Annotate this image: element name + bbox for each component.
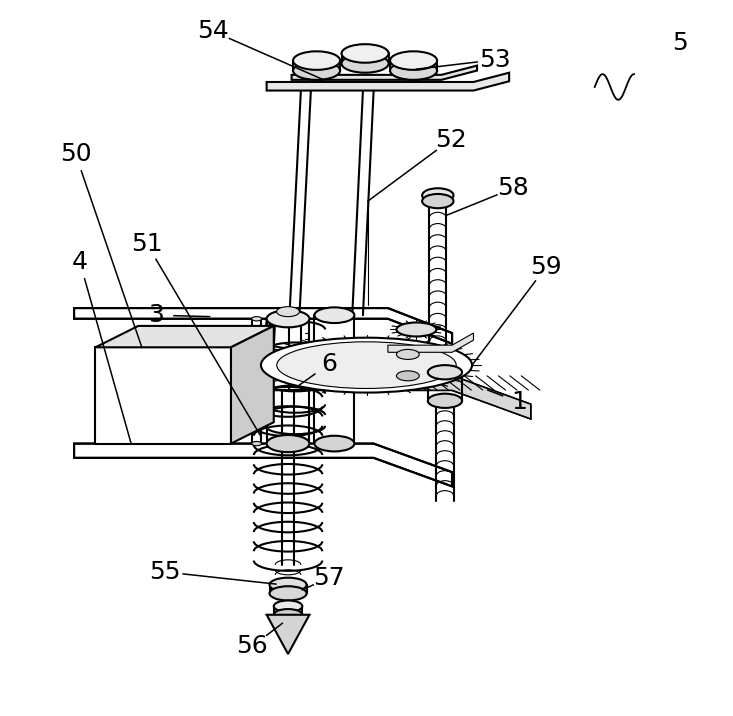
Ellipse shape <box>314 436 354 451</box>
Ellipse shape <box>276 306 300 316</box>
Ellipse shape <box>397 322 436 337</box>
Ellipse shape <box>390 52 437 70</box>
Text: 55: 55 <box>150 560 181 584</box>
Text: 54: 54 <box>197 19 229 44</box>
Polygon shape <box>267 615 309 654</box>
Polygon shape <box>95 347 231 444</box>
Text: 4: 4 <box>72 250 88 274</box>
Text: 53: 53 <box>479 48 511 72</box>
Polygon shape <box>388 333 474 352</box>
Ellipse shape <box>422 188 454 203</box>
Ellipse shape <box>428 394 462 408</box>
Text: 5: 5 <box>672 31 688 54</box>
Text: 1: 1 <box>511 390 527 415</box>
Polygon shape <box>74 308 452 344</box>
Polygon shape <box>74 444 452 486</box>
Text: 3: 3 <box>148 303 164 327</box>
Ellipse shape <box>274 609 302 621</box>
Text: 51: 51 <box>131 232 163 256</box>
Polygon shape <box>231 326 274 444</box>
Ellipse shape <box>270 578 306 592</box>
Ellipse shape <box>267 310 309 327</box>
Ellipse shape <box>270 586 306 601</box>
Ellipse shape <box>251 442 262 446</box>
Text: 6: 6 <box>321 352 337 376</box>
Text: 58: 58 <box>498 176 529 200</box>
Ellipse shape <box>342 54 388 73</box>
Ellipse shape <box>261 338 472 392</box>
Ellipse shape <box>390 62 437 80</box>
Text: 59: 59 <box>531 255 562 279</box>
Polygon shape <box>95 326 274 347</box>
Ellipse shape <box>274 601 302 612</box>
Ellipse shape <box>293 62 340 80</box>
Ellipse shape <box>251 316 262 321</box>
Ellipse shape <box>342 44 388 63</box>
Polygon shape <box>380 376 531 419</box>
Polygon shape <box>292 66 477 80</box>
Ellipse shape <box>428 365 462 379</box>
Ellipse shape <box>397 349 419 359</box>
Text: 57: 57 <box>314 566 345 590</box>
Ellipse shape <box>267 435 309 452</box>
Ellipse shape <box>397 371 419 381</box>
Ellipse shape <box>422 194 454 208</box>
Ellipse shape <box>314 307 354 323</box>
Text: 52: 52 <box>435 127 466 152</box>
Polygon shape <box>131 376 531 419</box>
Ellipse shape <box>293 52 340 70</box>
Text: 50: 50 <box>59 142 92 166</box>
Text: 56: 56 <box>237 634 268 658</box>
Polygon shape <box>267 73 509 90</box>
Ellipse shape <box>277 342 456 389</box>
